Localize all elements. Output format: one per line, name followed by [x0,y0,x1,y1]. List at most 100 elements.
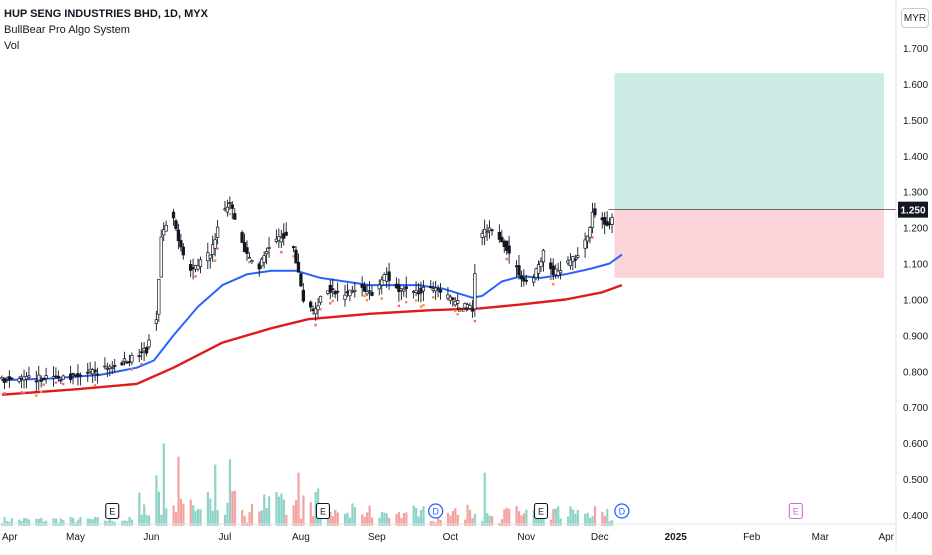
time-tick-label: Sep [368,532,386,543]
indicator-name[interactable]: BullBear Pro Algo System [4,24,130,36]
price-tick-label: 1.700 [903,44,928,55]
volume-bar [449,515,452,526]
volume-bar [302,495,305,526]
volume-bar [69,516,72,526]
candle-body [44,375,48,379]
event-label: E [109,507,115,517]
volume-bar [243,515,246,526]
volume-bar [250,503,254,526]
volume-bar [380,511,383,526]
position-tool[interactable] [608,73,897,278]
candle-body [436,288,440,291]
earnings-marker[interactable]: E [105,502,120,520]
price-tick-label: 1.600 [903,80,928,91]
time-tick-label: Feb [743,532,761,543]
candle-body [421,286,426,292]
symbol-title[interactable]: HUP SENG INDUSTRIES BHD, 1D, MYX [4,8,208,20]
volume-bar [571,509,575,526]
candle-body [473,273,477,310]
volume-bar [258,511,261,526]
volume-bar [233,490,236,526]
candle-body [122,358,127,362]
time-tick-label: Apr [2,532,18,543]
volume-bar [422,506,425,526]
volume-bar [192,505,195,526]
candle-body [309,301,313,308]
dividend-marker[interactable]: D [614,503,630,519]
volume-bar [260,510,263,526]
candle-body [0,376,4,380]
candle-body [387,271,391,281]
chart-legend: HUP SENG INDUSTRIES BHD, 1D, MYX BullBea… [4,6,208,54]
signal-dot [3,392,6,395]
volume-bar [140,514,143,526]
candle-body [59,379,63,382]
volume-label[interactable]: Vol [4,40,20,52]
earnings-box [315,502,331,520]
candle-body [159,236,163,278]
candle-body [245,247,249,254]
volume-bar [106,520,109,526]
volume-bar [525,509,528,526]
price-tick-label: 1.100 [903,260,928,271]
volume-bar [314,492,317,526]
signal-dot [54,381,58,384]
candle-body [37,374,41,381]
candle-body [10,377,14,380]
candle-body [590,211,595,228]
candle-body [416,292,421,295]
candle-body [348,289,352,297]
volume-bar [473,513,477,526]
volume-bar [517,511,521,526]
volume-bar [366,512,369,526]
candle-body [162,229,166,236]
volume-panel [1,443,614,526]
volume-bar [584,513,587,526]
candle-body [541,250,546,263]
event-label: E [320,507,326,517]
signal-dot [140,362,143,366]
signal-dot [40,390,43,393]
currency-selector[interactable]: MYR [901,8,929,28]
volume-bar [297,472,300,526]
candle-body [333,291,337,295]
candle-body [198,259,203,267]
signal-dot [591,236,594,239]
volume-bar [148,515,151,526]
candle-body [264,251,269,255]
volume-bar [586,512,589,526]
earnings-marker[interactable]: E [788,502,803,520]
signal-dot [331,299,334,303]
volume-bar [94,517,97,526]
candle-body [353,289,357,292]
candle-body [110,367,114,370]
signal-dot [432,296,435,299]
candle-body [299,273,303,287]
volume-bar [540,513,543,526]
earnings-marker[interactable]: E [533,502,549,520]
earnings-marker[interactable]: E [315,502,331,520]
candle-body [144,347,149,354]
volume-bar [336,512,339,526]
volume-bar [103,520,107,526]
signal-dot [248,260,251,264]
volume-bar [96,517,99,526]
price-tick-label: 1.200 [903,224,928,235]
candle-body [531,277,536,283]
volume-bar [593,506,597,526]
candle-body [93,369,97,373]
volume-bar [280,493,283,526]
volume-bar [405,512,408,526]
volume-bar [532,510,535,526]
volume-bar [285,514,288,526]
dividend-marker[interactable]: D [427,503,444,519]
volume-bar [500,519,503,526]
volume-bar [331,516,334,526]
candle-body [446,294,450,299]
time-tick-label: May [66,532,85,543]
candle-body [24,376,29,380]
